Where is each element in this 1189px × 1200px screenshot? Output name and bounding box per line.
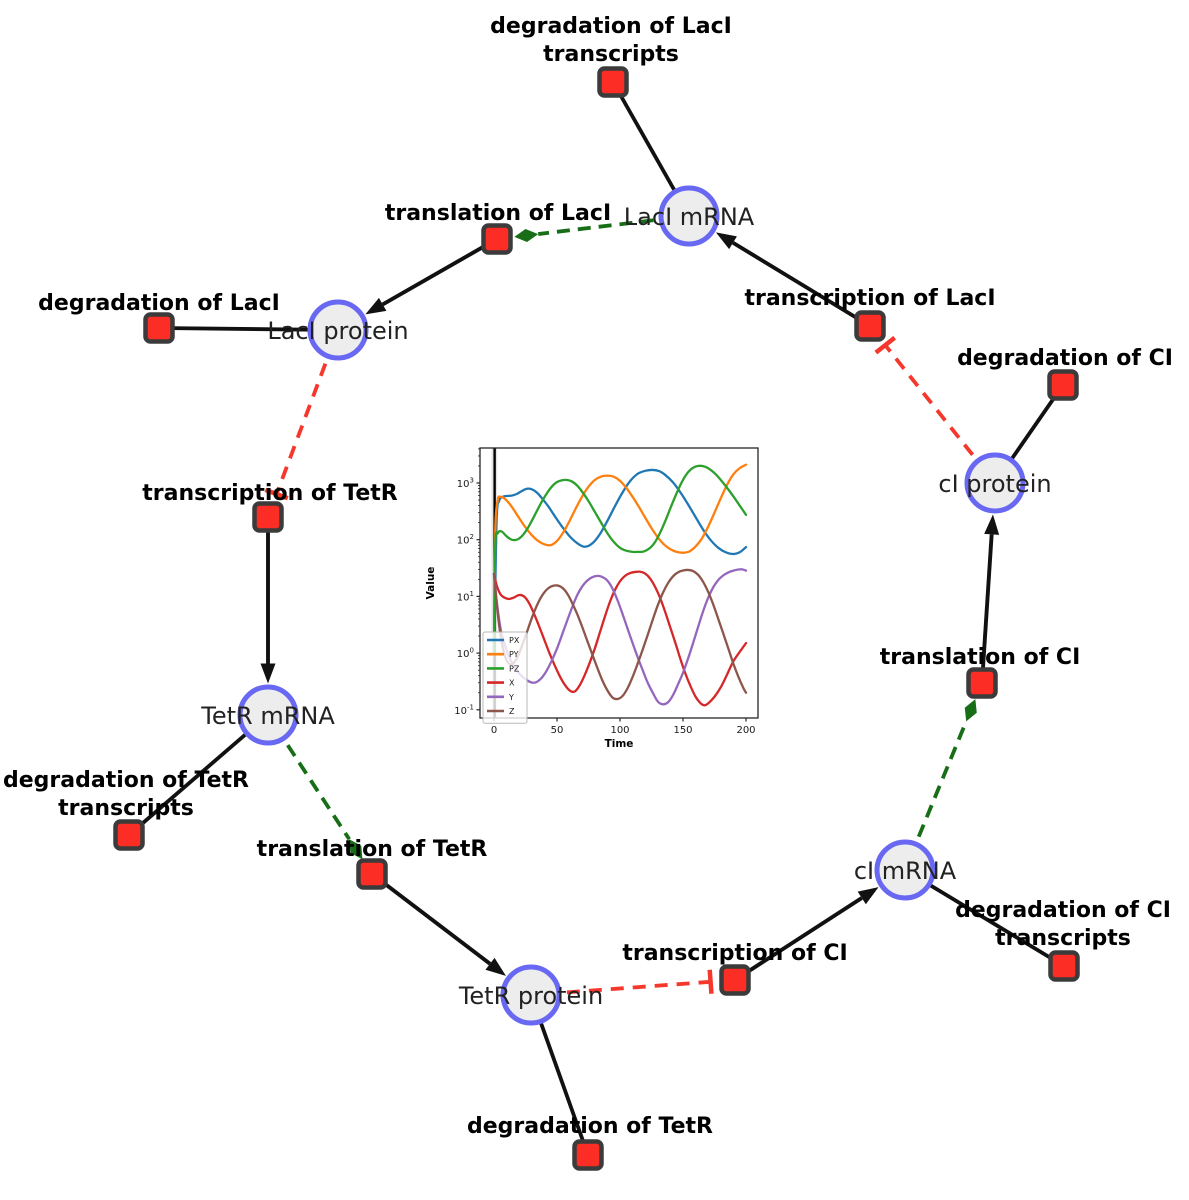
chart-axes: 0 50 100 150 200 10-1 100 101 102 103 Time Value: [425, 448, 756, 750]
species-node-tetr-mrna[interactable]: [237, 684, 299, 746]
tee-bar-icon: [874, 335, 897, 355]
x-tick-label: 200: [736, 725, 755, 736]
x-tick-label: 100: [610, 725, 629, 736]
chart-series: [492, 463, 748, 707]
species-node-laci-protein[interactable]: [307, 299, 369, 361]
species-label-laci-mrna: LacI mRNA: [624, 203, 755, 231]
reaction-node-deg-tetr[interactable]: [572, 1139, 604, 1171]
y-tick-label: 103: [457, 477, 474, 491]
time-series-chart: 0 50 100 150 20010-1100101102103TimeValuePXP…: [425, 447, 759, 750]
reaction-label-transcription-ci: transcription of CI: [622, 941, 847, 966]
reaction-node-translation-ci[interactable]: [966, 667, 998, 699]
legend-label-PX: PX: [509, 636, 520, 645]
reaction-label-deg-tetr-transcripts: degradation of TetR transcripts: [3, 768, 249, 821]
species-label-ci-protein: cI protein: [938, 470, 1051, 498]
species-label-ci-mrna: cI mRNA: [854, 857, 957, 885]
reaction-node-deg-tetr-transcripts[interactable]: [113, 819, 145, 851]
species-label-tetr-protein: TetR protein: [458, 982, 603, 1010]
reaction-node-translation-laci[interactable]: [481, 223, 513, 255]
reaction-label-translation-tetr: translation of TetR: [257, 837, 488, 862]
chart-legend: PX PY PZ XYZ: [482, 631, 528, 724]
reaction-label-translation-laci: translation of LacI: [385, 201, 611, 226]
series-line-X: [492, 570, 748, 707]
series-line-Y: [492, 568, 748, 706]
diamond-arrowhead-icon: [964, 699, 977, 722]
reaction-node-transcription-ci[interactable]: [719, 964, 751, 996]
reaction-node-deg-ci-transcripts[interactable]: [1048, 950, 1080, 982]
x-tick-label: 50: [551, 725, 564, 736]
edge-inhibition-laci-protein-transcription-tetr: [264, 363, 328, 501]
reaction-node-transcription-tetr[interactable]: [252, 501, 284, 533]
reaction-node-transcription-laci[interactable]: [854, 310, 886, 342]
x-tick-label: 150: [673, 725, 692, 736]
arrowhead-icon: [260, 663, 276, 684]
reaction-node-deg-laci[interactable]: [143, 312, 175, 344]
legend-label-Y: Y: [508, 693, 514, 702]
time-series-inset: 0 50 100 150 200 10-1 100 101 102 103 Time Value PX P…: [425, 435, 775, 765]
x-axis-title: Time: [605, 738, 634, 750]
edge-degradation-tetr-mrna-deg-tetr-transcripts: [127, 713, 270, 837]
arrowhead-icon: [715, 232, 737, 250]
legend-box: [482, 631, 528, 724]
arrowhead-icon: [857, 887, 879, 905]
species-node-tetr-protein[interactable]: [500, 964, 562, 1026]
reaction-label-deg-ci-transcripts: degradation of CI transcripts: [955, 898, 1171, 951]
reaction-label-deg-ci: degradation of CI: [957, 346, 1173, 371]
diamond-arrowhead-icon: [514, 229, 539, 242]
reaction-label-transcription-tetr: transcription of TetR: [142, 481, 398, 506]
edge-catalysis-laci-mrna-translation-laci: [514, 218, 654, 242]
species-node-laci-mrna[interactable]: [658, 185, 720, 247]
series-line-PX: [492, 468, 748, 655]
reaction-node-deg-ci[interactable]: [1047, 369, 1079, 401]
axes-box: [479, 447, 759, 719]
reaction-node-translation-tetr[interactable]: [356, 858, 388, 890]
edge-production-translation-ci-ci-protein: [980, 514, 1000, 684]
reaction-label-deg-tetr: degradation of TetR: [467, 1114, 713, 1139]
y-axis-title: Value: [425, 567, 437, 600]
arrowhead-icon: [984, 514, 1000, 535]
reaction-label-transcription-laci: transcription of LacI: [744, 286, 995, 311]
edge-production-transcription-ci-ci-mrna: [733, 887, 879, 982]
reaction-label-deg-laci-transcripts: degradation of LacI transcripts: [490, 14, 732, 67]
y-tick-label: 100: [457, 647, 474, 661]
reaction-label-deg-laci: degradation of LacI: [38, 291, 280, 316]
species-label-laci-protein: LacI protein: [267, 317, 408, 345]
edge-production-translation-tetr-tetr-protein: [370, 872, 506, 976]
y-tick-label: 102: [457, 533, 474, 547]
y-tick-label: 101: [457, 590, 474, 604]
arrowhead-icon: [365, 297, 387, 315]
legend-label-X: X: [509, 679, 515, 688]
edge-degradation-ci-mrna-deg-ci-transcripts: [904, 868, 1065, 968]
labels-layer: degradation of LacI transcripts translatio…: [3, 14, 1173, 1139]
reaction-label-translation-ci: translation of CI: [880, 645, 1081, 670]
species-node-ci-mrna[interactable]: [874, 839, 936, 901]
legend-label-Z: Z: [509, 707, 515, 716]
edge-inhibition-tetr-protein-transcription-ci: [566, 969, 714, 995]
series-line-PZ: [492, 464, 748, 655]
edge-production-transcription-laci-laci-mrna: [715, 232, 872, 328]
diamond-arrowhead-icon: [349, 839, 363, 860]
y-tick-label: 10-1: [454, 703, 474, 717]
edge-catalysis-tetr-mrna-translation-tetr: [286, 744, 363, 860]
tee-bar-icon: [707, 969, 714, 994]
edge-production-translation-laci-laci-protein: [365, 237, 498, 315]
species-node-ci-protein[interactable]: [964, 452, 1026, 514]
legend-label-PZ: PZ: [509, 664, 520, 673]
edge-production-transcription-tetr-tetr-mrna: [260, 517, 276, 684]
series-line-Z: [492, 568, 748, 701]
edge-catalysis-ci-mrna-translation-ci: [916, 699, 977, 838]
nodes-layer: [113, 66, 1080, 1171]
species-label-tetr-mrna: TetR mRNA: [200, 702, 335, 730]
edge-inhibition-ci-protein-transcription-laci: [874, 335, 975, 457]
arrowhead-icon: [485, 957, 506, 976]
legend-label-PY: PY: [509, 650, 519, 659]
reaction-node-deg-laci-transcripts[interactable]: [597, 66, 629, 98]
series-line-PY: [492, 463, 748, 655]
x-tick-label: 0: [491, 725, 497, 736]
tee-bar-icon: [264, 487, 289, 501]
